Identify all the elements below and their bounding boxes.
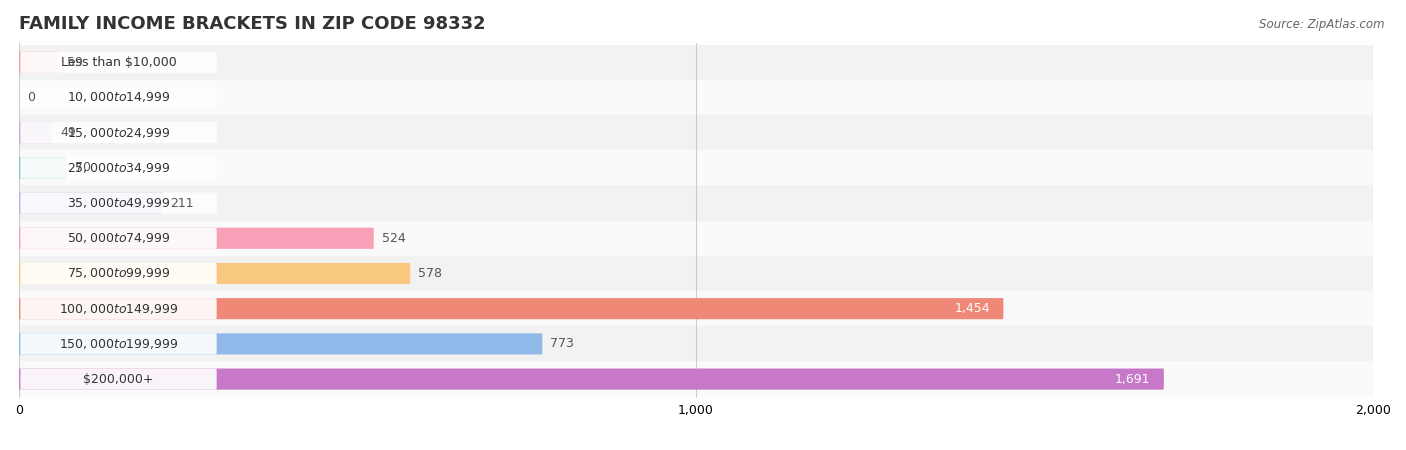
Text: $35,000 to $49,999: $35,000 to $49,999	[66, 196, 170, 210]
FancyBboxPatch shape	[20, 298, 1004, 319]
Text: $75,000 to $99,999: $75,000 to $99,999	[66, 266, 170, 280]
Text: 524: 524	[382, 232, 406, 245]
FancyBboxPatch shape	[0, 185, 1406, 220]
Text: 211: 211	[170, 197, 194, 210]
FancyBboxPatch shape	[20, 193, 162, 214]
Text: $100,000 to $149,999: $100,000 to $149,999	[59, 302, 179, 316]
FancyBboxPatch shape	[20, 298, 217, 319]
Text: 1,691: 1,691	[1115, 373, 1150, 386]
FancyBboxPatch shape	[20, 263, 411, 284]
Text: Less than $10,000: Less than $10,000	[60, 56, 176, 69]
FancyBboxPatch shape	[20, 122, 217, 143]
Text: 773: 773	[551, 338, 574, 351]
Text: 70: 70	[75, 162, 90, 174]
Text: $10,000 to $14,999: $10,000 to $14,999	[66, 90, 170, 104]
FancyBboxPatch shape	[20, 52, 217, 73]
FancyBboxPatch shape	[20, 52, 59, 73]
Text: 0: 0	[27, 91, 35, 104]
FancyBboxPatch shape	[20, 87, 217, 108]
FancyBboxPatch shape	[0, 361, 1406, 397]
Text: $50,000 to $74,999: $50,000 to $74,999	[66, 231, 170, 245]
FancyBboxPatch shape	[0, 45, 1406, 80]
Text: 1,454: 1,454	[955, 302, 990, 315]
FancyBboxPatch shape	[0, 115, 1406, 150]
FancyBboxPatch shape	[20, 158, 217, 178]
FancyBboxPatch shape	[0, 220, 1406, 256]
FancyBboxPatch shape	[20, 158, 66, 178]
FancyBboxPatch shape	[20, 122, 52, 143]
Text: FAMILY INCOME BRACKETS IN ZIP CODE 98332: FAMILY INCOME BRACKETS IN ZIP CODE 98332	[20, 15, 485, 33]
FancyBboxPatch shape	[20, 369, 1164, 390]
Text: 59: 59	[67, 56, 83, 69]
Text: 49: 49	[60, 126, 76, 139]
Text: Source: ZipAtlas.com: Source: ZipAtlas.com	[1260, 18, 1385, 31]
FancyBboxPatch shape	[20, 228, 217, 249]
FancyBboxPatch shape	[20, 333, 217, 355]
FancyBboxPatch shape	[20, 193, 217, 214]
FancyBboxPatch shape	[20, 263, 217, 284]
Text: $15,000 to $24,999: $15,000 to $24,999	[66, 126, 170, 140]
FancyBboxPatch shape	[0, 326, 1406, 361]
Text: 578: 578	[419, 267, 443, 280]
FancyBboxPatch shape	[0, 291, 1406, 326]
Text: $25,000 to $34,999: $25,000 to $34,999	[66, 161, 170, 175]
FancyBboxPatch shape	[20, 369, 217, 390]
FancyBboxPatch shape	[0, 150, 1406, 185]
FancyBboxPatch shape	[0, 256, 1406, 291]
FancyBboxPatch shape	[20, 228, 374, 249]
Text: $150,000 to $199,999: $150,000 to $199,999	[59, 337, 179, 351]
FancyBboxPatch shape	[0, 80, 1406, 115]
Text: $200,000+: $200,000+	[83, 373, 153, 386]
FancyBboxPatch shape	[20, 333, 543, 355]
